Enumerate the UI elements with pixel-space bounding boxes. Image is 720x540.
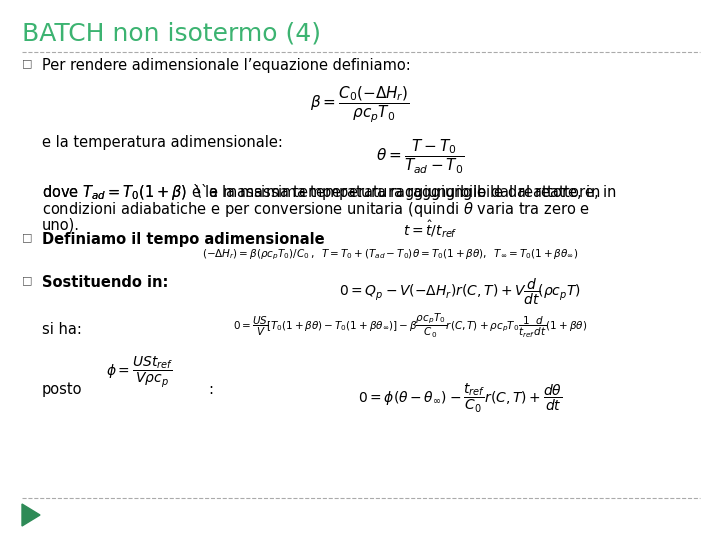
Text: □: □ — [22, 232, 32, 242]
Text: dove $\mathit{T}_{ad} = \mathit{T}_0(1+\beta)$ è la massima temperatura raggiung: dove $\mathit{T}_{ad} = \mathit{T}_0(1+\… — [42, 182, 600, 202]
Text: $\phi = \dfrac{USt_{ref}}{V\rho c_p}$: $\phi = \dfrac{USt_{ref}}{V\rho c_p}$ — [107, 355, 174, 390]
Text: $\beta =\dfrac{C_0\left(-\Delta H_r\right)}{\rho c_p T_0}$: $\beta =\dfrac{C_0\left(-\Delta H_r\righ… — [310, 85, 410, 125]
Text: $(-\Delta H_r) = \beta(\rho c_p T_0)/C_0\,,\;\; T = T_0+(T_{ad}-T_0)\theta = T_0: $(-\Delta H_r) = \beta(\rho c_p T_0)/C_0… — [202, 248, 578, 262]
Text: posto: posto — [42, 382, 83, 397]
Text: Sostituendo in:: Sostituendo in: — [42, 275, 168, 290]
Text: dove $T_{ad} = T_0(1+\beta)$  \`e la massima temperatura raggiungibile dal reatt: dove $T_{ad} = T_0(1+\beta)$ \`e la mass… — [42, 182, 617, 202]
Text: e la temperatura adimensionale:: e la temperatura adimensionale: — [42, 135, 283, 150]
Text: uno).: uno). — [42, 218, 80, 233]
Text: $\theta =\dfrac{T - T_0}{T_{ad} - T_0}$: $\theta =\dfrac{T - T_0}{T_{ad} - T_0}$ — [376, 138, 464, 176]
Text: $0 = Q_p - V(-\Delta H_r)r(C,T) + V\dfrac{d}{dt}\!\left(\rho c_p T\right)$: $0 = Q_p - V(-\Delta H_r)r(C,T) + V\dfra… — [339, 277, 581, 307]
Text: Per rendere adimensionale l’equazione definiamo:: Per rendere adimensionale l’equazione de… — [42, 58, 410, 73]
Text: :: : — [208, 382, 213, 397]
Text: □: □ — [22, 275, 32, 285]
Text: $t = \hat{t}/t_{ref}$: $t = \hat{t}/t_{ref}$ — [402, 218, 457, 240]
Text: □: □ — [22, 58, 32, 68]
Text: Definiamo il tempo adimensionale: Definiamo il tempo adimensionale — [42, 232, 325, 247]
Text: $0 = \phi(\theta - \theta_\infty) - \dfrac{t_{ref}}{C_0}r(C,T) + \dfrac{d\theta}: $0 = \phi(\theta - \theta_\infty) - \dfr… — [358, 382, 562, 415]
Text: $0 = \dfrac{US}{V}\!\left[T_0(1+\beta\theta)-T_0(1+\beta\theta_\infty)\right] - : $0 = \dfrac{US}{V}\!\left[T_0(1+\beta\th… — [233, 312, 587, 340]
Text: BATCH non isotermo (4): BATCH non isotermo (4) — [22, 22, 321, 46]
Text: condizioni adiabatiche e per conversione unitaria (quindi $\theta$ varia tra zer: condizioni adiabatiche e per conversione… — [42, 200, 590, 219]
Polygon shape — [22, 504, 40, 526]
Text: si ha:: si ha: — [42, 322, 82, 337]
